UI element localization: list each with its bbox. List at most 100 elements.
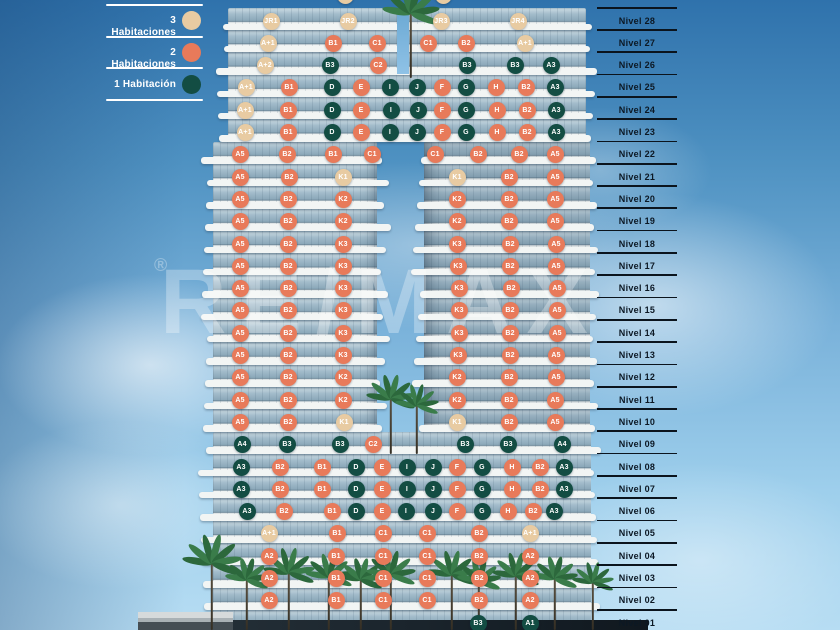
palm-trunk bbox=[210, 561, 214, 630]
unit-badge: G bbox=[473, 480, 491, 498]
level-underline bbox=[597, 229, 677, 232]
level-underline bbox=[597, 541, 677, 544]
level-label: Nivel 20 bbox=[618, 193, 656, 204]
floor-slab bbox=[207, 335, 390, 343]
level-underline bbox=[597, 519, 677, 522]
unit-badge: A5 bbox=[231, 324, 249, 342]
floor-slab bbox=[200, 514, 596, 521]
palm-tree bbox=[224, 557, 270, 630]
unit-badge: B3 bbox=[456, 436, 474, 454]
unit-badge: A5 bbox=[231, 280, 249, 298]
unit-badge bbox=[434, 0, 452, 4]
unit-badge: A3 bbox=[232, 480, 250, 498]
unit-badge: F bbox=[448, 503, 466, 521]
unit-badge: I bbox=[382, 101, 400, 119]
legend-divider bbox=[106, 98, 203, 101]
level-label: Nivel 02 bbox=[618, 595, 656, 606]
floor-slab bbox=[219, 135, 591, 142]
unit-badge: B1 bbox=[279, 124, 297, 141]
unit-badge: K2 bbox=[334, 369, 352, 387]
unit-badge: E bbox=[352, 124, 370, 141]
unit-badge: E bbox=[373, 458, 391, 476]
level-label: Nivel 07 bbox=[618, 483, 656, 494]
palm-trunk bbox=[591, 580, 595, 630]
unit-badge: B1 bbox=[327, 570, 345, 587]
level-underline bbox=[597, 274, 677, 277]
unit-badge: K3 bbox=[334, 324, 352, 342]
unit-badge: B2 bbox=[275, 503, 293, 521]
unit-badge: B2 bbox=[279, 235, 297, 253]
level-label: Nivel 25 bbox=[618, 82, 656, 93]
level-label: Nivel 09 bbox=[618, 439, 656, 450]
unit-badge: A5 bbox=[547, 235, 565, 253]
level-label: Nivel 22 bbox=[618, 149, 656, 160]
level-label: Nivel 24 bbox=[618, 104, 656, 115]
unit-badge: C1 bbox=[426, 146, 444, 164]
unit-badge: E bbox=[352, 101, 370, 119]
unit-badge: B2 bbox=[500, 413, 518, 431]
level-label: Nivel 23 bbox=[618, 127, 656, 137]
unit-badge: A4 bbox=[553, 436, 571, 454]
unit-badge: A+1 bbox=[260, 525, 278, 543]
unit-badge: J bbox=[424, 458, 442, 476]
unit-badge: A5 bbox=[231, 146, 249, 164]
palm-trunk bbox=[514, 573, 518, 630]
level-label: Nivel 19 bbox=[618, 216, 656, 227]
unit-badge: H bbox=[488, 101, 506, 119]
unit-badge: A5 bbox=[546, 391, 564, 409]
level-underline bbox=[597, 408, 677, 410]
unit-badge: B1 bbox=[324, 146, 342, 164]
unit-badge: B2 bbox=[469, 146, 487, 164]
palm-trunk bbox=[409, 11, 413, 78]
unit-badge: E bbox=[373, 503, 391, 521]
unit-badge: F bbox=[433, 101, 451, 119]
unit-badge: B2 bbox=[279, 391, 297, 409]
unit-badge: I bbox=[381, 79, 399, 97]
level-underline bbox=[597, 608, 677, 611]
unit-badge: B3 bbox=[469, 614, 487, 630]
unit-badge: B2 bbox=[501, 347, 519, 364]
legend-label-2hab: 2 Habitaciones bbox=[111, 47, 176, 70]
level-label: Nivel 18 bbox=[618, 238, 656, 249]
level-underline bbox=[597, 475, 677, 477]
unit-badge: K3 bbox=[334, 257, 352, 275]
unit-badge: E bbox=[373, 480, 391, 498]
level-underline bbox=[597, 118, 677, 120]
unit-badge: I bbox=[397, 503, 415, 521]
unit-badge: A+1 bbox=[237, 79, 255, 97]
unit-badge: B2 bbox=[501, 324, 519, 342]
unit-badge: A3 bbox=[547, 124, 565, 141]
unit-badge: K2 bbox=[448, 213, 466, 231]
unit-badge: C1 bbox=[374, 570, 392, 587]
unit-badge: K3 bbox=[334, 235, 352, 253]
floor-slab bbox=[202, 291, 388, 298]
unit-badge: J bbox=[424, 503, 442, 521]
floor-slab bbox=[207, 179, 389, 187]
legend: 3 Habitaciones 2 Habitaciones 1 Habitaci… bbox=[0, 0, 230, 110]
floor-slab bbox=[199, 491, 595, 499]
unit-badge: D bbox=[347, 480, 365, 498]
unit-badge: I bbox=[398, 480, 416, 498]
floor-slab bbox=[217, 90, 595, 98]
level-line-top bbox=[597, 7, 677, 9]
palm-trunk bbox=[553, 576, 557, 630]
unit-badge: B1 bbox=[313, 480, 331, 498]
unit-badge: C1 bbox=[363, 146, 381, 164]
unit-badge: A3 bbox=[238, 503, 256, 521]
unit-badge: B2 bbox=[279, 347, 297, 364]
unit-badge: B3 bbox=[458, 57, 476, 75]
unit-badge: B2 bbox=[280, 168, 298, 186]
level-underline bbox=[597, 207, 677, 210]
unit-badge: B2 bbox=[500, 168, 518, 186]
unit-badge: A1 bbox=[521, 614, 539, 630]
level-label: Nivel 14 bbox=[618, 327, 656, 338]
floor-slab bbox=[205, 224, 391, 231]
unit-badge: A2 bbox=[521, 592, 539, 610]
unit-badge: B3 bbox=[499, 436, 517, 454]
unit-badge: K3 bbox=[334, 280, 352, 298]
unit-badge: A5 bbox=[231, 168, 249, 186]
unit-badge: A5 bbox=[548, 302, 566, 320]
unit-badge: A5 bbox=[231, 257, 249, 275]
unit-badge: A5 bbox=[231, 347, 249, 364]
unit-badge: K3 bbox=[448, 235, 466, 253]
